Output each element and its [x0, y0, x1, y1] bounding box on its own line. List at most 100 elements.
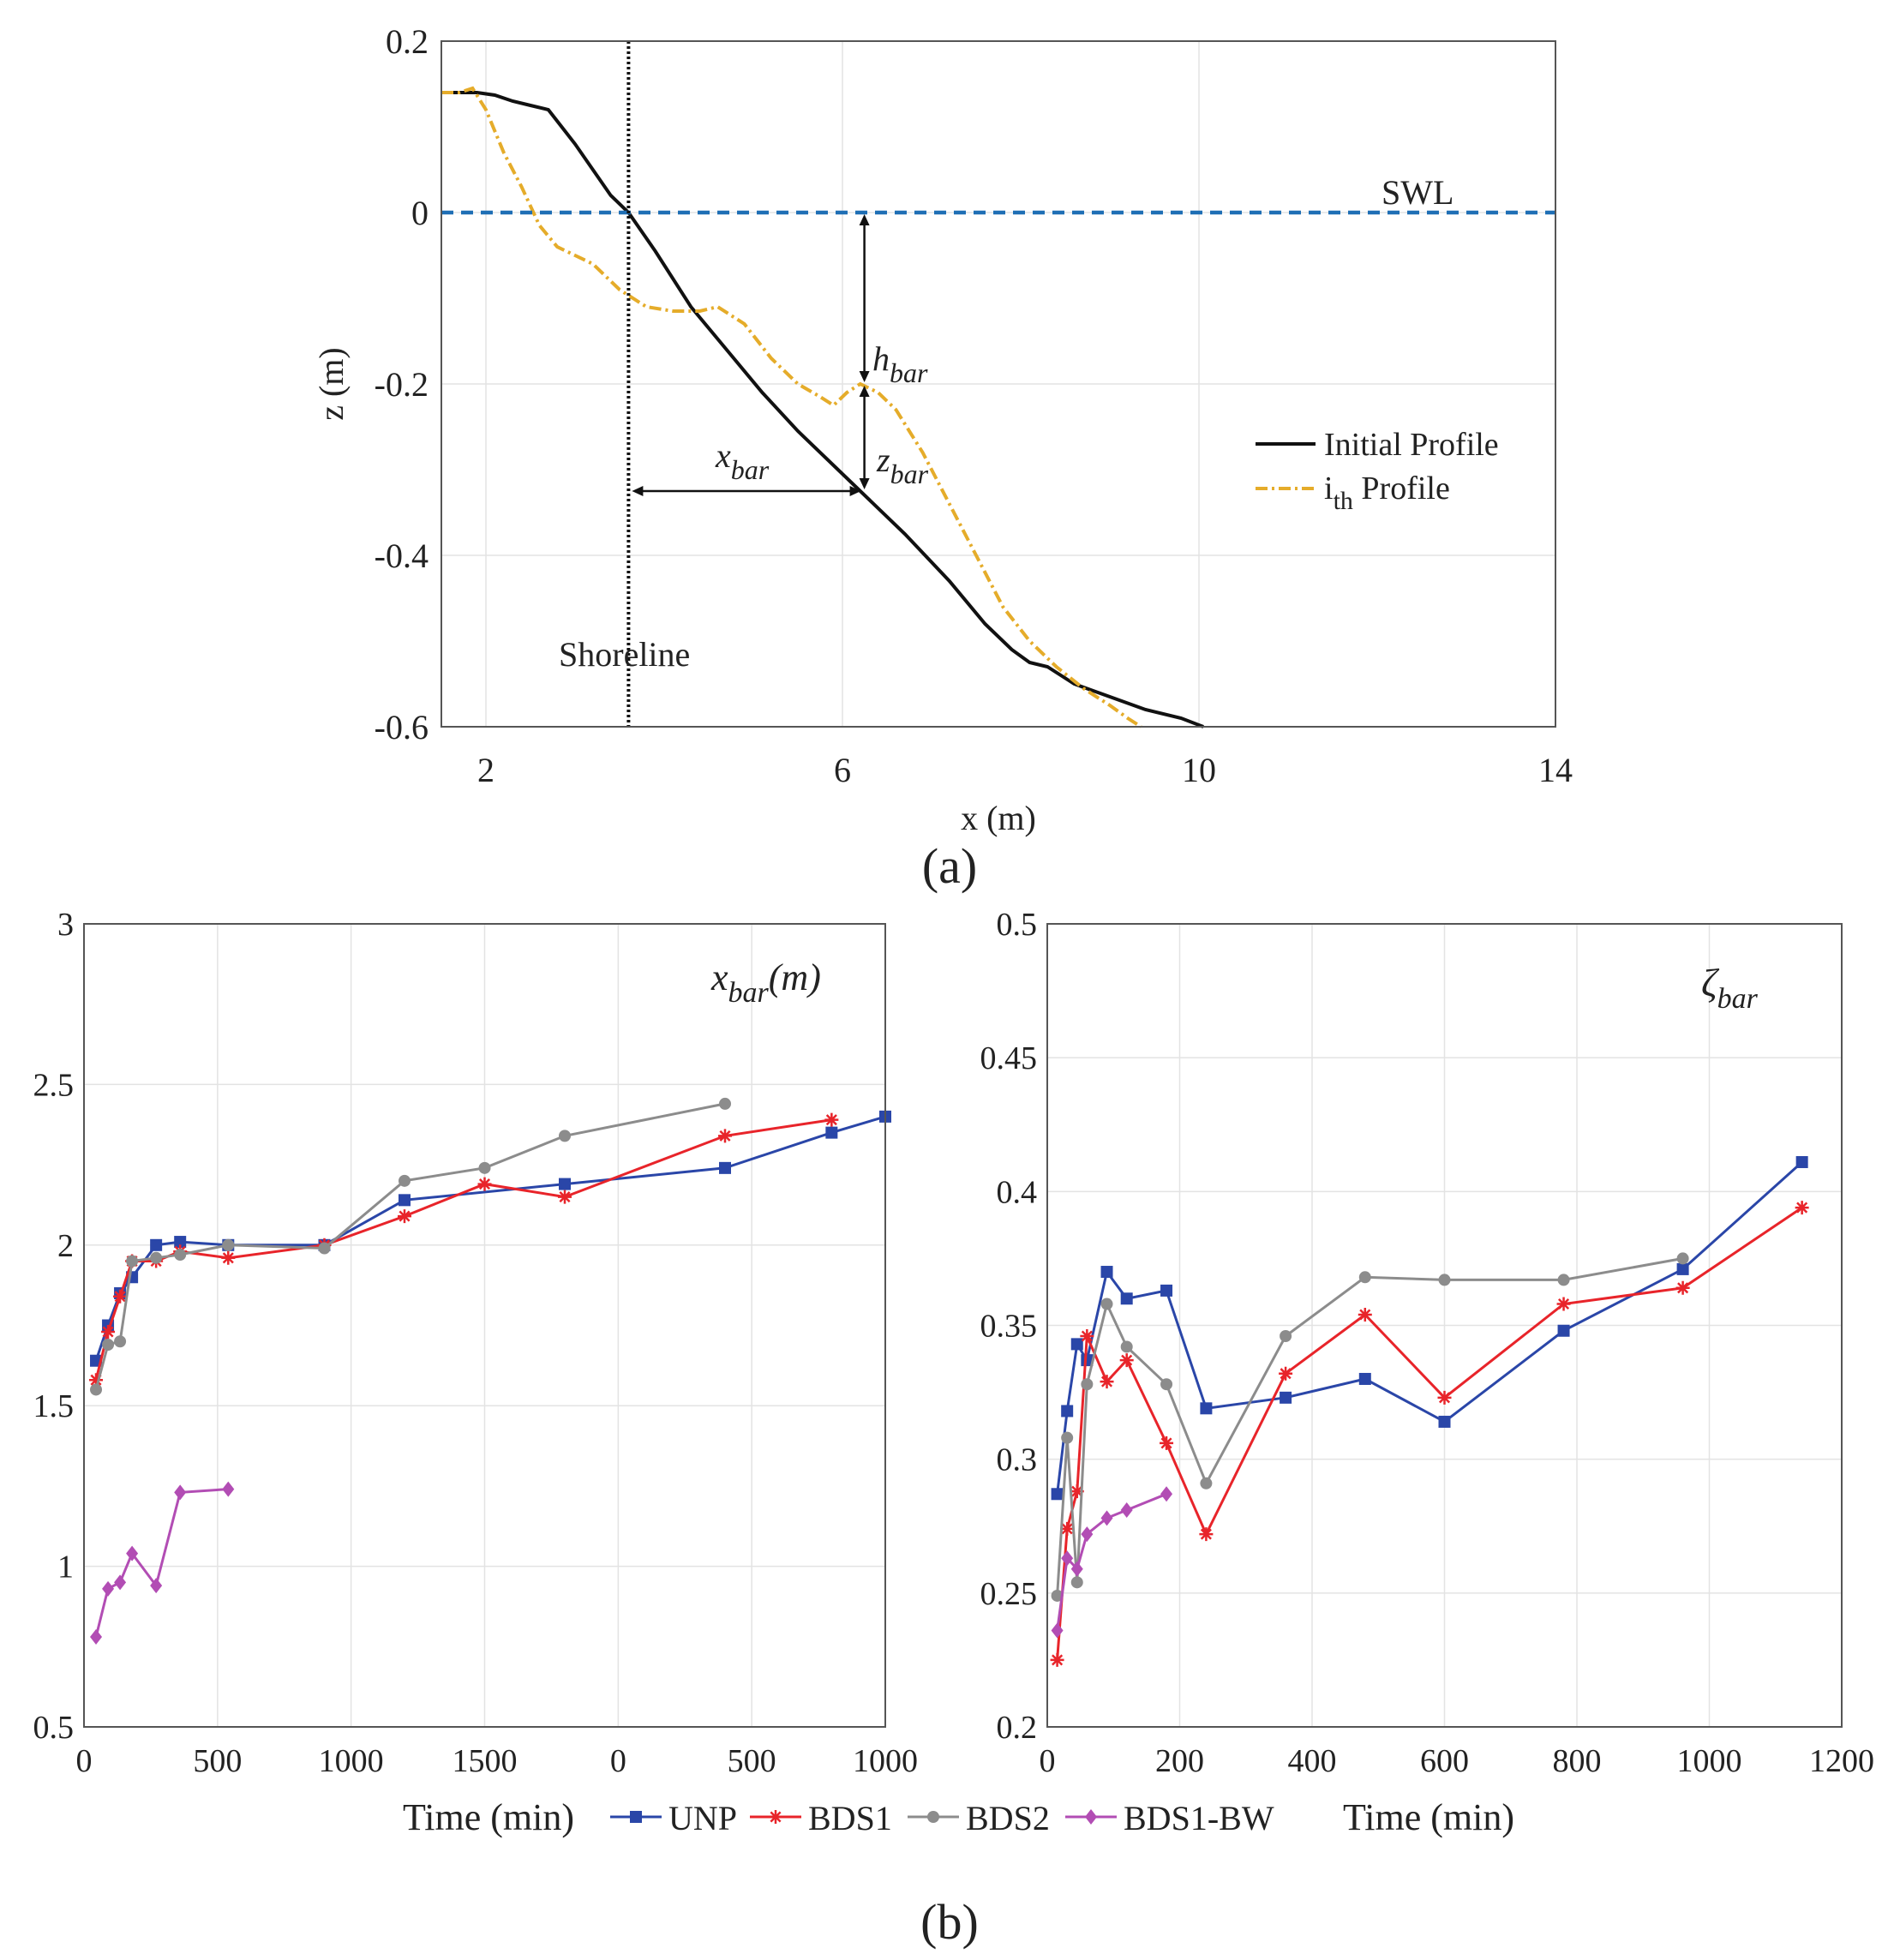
legend-label-unp: UNP	[668, 1799, 737, 1837]
z-bar-label: zbar	[876, 441, 929, 489]
data-point-unp	[399, 1194, 411, 1207]
panel-b-zeta-chart: 0 200 400 600 800 1000 1200 0.2 0.25 0.3 0.35 0.4 0.…	[980, 907, 1875, 1838]
panel-b2-xlabel: Time (min)	[1343, 1796, 1514, 1838]
x-bar-label: xbar	[715, 436, 770, 485]
panel-a-series	[441, 41, 1555, 728]
data-point-unp	[1061, 1405, 1074, 1418]
arrow-head	[849, 486, 861, 496]
data-point-bds2	[1438, 1274, 1451, 1286]
series-line-i-th-profile	[441, 86, 1142, 728]
y-tick-label: 0.2	[997, 1710, 1038, 1746]
panel-a-axes-box	[441, 40, 1556, 728]
data-point-unp	[1676, 1262, 1689, 1275]
legend-marker-bds1-bw	[1085, 1809, 1097, 1825]
panel-a-caption: (a)	[922, 838, 977, 894]
data-point-bds2	[126, 1255, 139, 1268]
x-tick-label: 0	[76, 1743, 93, 1779]
legend-label-ith-profile: ith Profile	[1324, 471, 1450, 515]
data-point-unp	[559, 1178, 571, 1190]
data-point-bds1	[1358, 1308, 1372, 1322]
series-line-bds1	[1056, 1206, 1803, 1661]
data-point-bds2	[1070, 1576, 1083, 1589]
data-point-bds2	[114, 1335, 127, 1348]
x-tick-label: 600	[1420, 1743, 1469, 1779]
y-tick-label: 0.2	[386, 22, 429, 61]
data-point-bds2	[478, 1161, 491, 1174]
data-point-bds2	[318, 1242, 331, 1255]
data-point-bds1-bw	[114, 1574, 127, 1591]
data-point-bds2	[90, 1383, 103, 1396]
data-point-bds2	[1280, 1329, 1292, 1342]
y-tick-label: -0.6	[375, 708, 429, 746]
x-tick-label: 500	[193, 1743, 242, 1779]
x-tick-label: 2	[477, 751, 494, 789]
y-tick-label: 2.5	[33, 1067, 75, 1103]
data-point-bds1	[1279, 1366, 1293, 1381]
data-point-bds1-bw	[126, 1545, 139, 1561]
data-point-bds2	[222, 1238, 235, 1251]
data-point-bds1-bw	[1081, 1526, 1094, 1543]
data-point-bds2	[1051, 1589, 1064, 1602]
shoreline-label: Shoreline	[559, 635, 690, 674]
data-point-bds1	[1160, 1436, 1174, 1450]
arrow-head	[859, 386, 870, 397]
y-tick-label: 3	[57, 907, 74, 943]
data-point-bds1-bw	[222, 1481, 235, 1497]
h-bar-label: hbar	[872, 339, 928, 388]
arrow-head	[632, 486, 644, 496]
panel-a-tick-labels: 2 6 10 14 0.2 0 -0.2 -0.4 -0.6	[375, 22, 1573, 789]
y-tick-label: 0.4	[997, 1174, 1038, 1210]
arrow-heads	[632, 214, 870, 496]
data-point-bds1	[101, 1325, 116, 1339]
data-point-unp	[150, 1238, 163, 1251]
data-point-bds2	[1358, 1271, 1371, 1284]
data-point-bds1	[1119, 1353, 1134, 1368]
panel-b1-axes-box	[83, 923, 886, 1728]
arrow-head	[859, 478, 870, 489]
data-point-unp	[1120, 1292, 1133, 1305]
data-point-bds2	[1200, 1477, 1213, 1489]
x-tick-label: 14	[1538, 751, 1573, 789]
data-point-bds2	[150, 1251, 163, 1264]
data-point-bds1-bw	[1120, 1502, 1133, 1519]
data-point-bds1-bw	[1070, 1561, 1083, 1577]
data-point-bds1-bw	[174, 1484, 187, 1501]
data-point-bds1	[477, 1177, 492, 1191]
legend-marker-unp	[630, 1811, 642, 1823]
x-tick-label: 400	[1288, 1743, 1337, 1779]
swl-label: SWL	[1382, 173, 1453, 212]
legend-marker-bds2	[927, 1811, 939, 1823]
panel-b1-series	[89, 1097, 891, 1645]
panel-b1-xlabel: Time (min)	[403, 1796, 574, 1838]
panel-b2-tick-labels: 0 200 400 600 800 1000 1200 0.2 0.25 0.3 0.35 0.4 0.…	[980, 907, 1875, 1779]
panel-b2-axes-box	[1046, 923, 1843, 1728]
data-point-unp	[1795, 1155, 1808, 1168]
y-tick-label: 0.45	[980, 1040, 1038, 1076]
data-point-bds1	[1199, 1527, 1214, 1542]
x-tick-label: 1000	[1677, 1743, 1742, 1779]
data-point-bds1	[1437, 1390, 1452, 1405]
data-point-unp	[1200, 1402, 1213, 1415]
legend-label-bds1: BDS1	[808, 1799, 892, 1837]
x-tick-label: 1000	[853, 1743, 918, 1779]
data-point-bds1	[1556, 1297, 1571, 1311]
data-point-bds1	[1060, 1521, 1075, 1536]
data-point-bds1-bw	[1061, 1550, 1074, 1567]
arrow-head	[859, 371, 870, 382]
legend-marker-bds1	[769, 1810, 782, 1824]
data-point-bds1	[1675, 1280, 1690, 1295]
panel-a-profile-chart: 2 6 10 14 0.2 0 -0.2 -0.4 -0.6 hbar zbar xbar Sh…	[312, 22, 1573, 894]
data-point-bds1-bw	[90, 1629, 103, 1645]
y-tick-label: 1.5	[33, 1388, 75, 1424]
data-point-bds2	[1557, 1274, 1570, 1286]
data-point-bds2	[1160, 1378, 1173, 1391]
data-point-unp	[1100, 1266, 1113, 1279]
y-tick-label: 1	[57, 1549, 74, 1585]
x-tick-label: 1200	[1809, 1743, 1874, 1779]
data-point-unp	[1358, 1372, 1371, 1385]
data-point-bds2	[1120, 1340, 1133, 1353]
x-tick-label: 0	[1040, 1743, 1056, 1779]
data-point-bds1-bw	[1100, 1510, 1113, 1526]
panel-b-caption: (b)	[920, 1894, 979, 1950]
legend-label-bds1-bw: BDS1-BW	[1124, 1799, 1274, 1837]
